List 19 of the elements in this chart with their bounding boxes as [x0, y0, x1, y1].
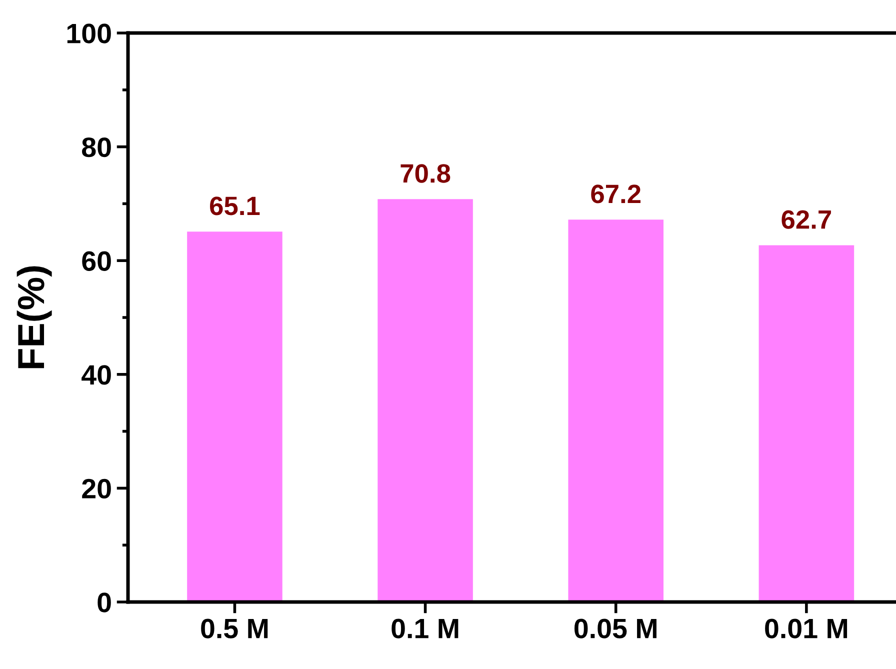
data-label: 67.2	[591, 184, 640, 204]
y-tick-label: 60	[82, 251, 111, 271]
bar	[568, 220, 664, 602]
y-tick-label: 80	[82, 137, 111, 158]
x-tick-label: 0.5 M	[201, 618, 268, 638]
y-tick-label: 100	[67, 24, 111, 44]
y-tick-label: 40	[82, 365, 111, 385]
x-tick-label: 0.1 M	[392, 618, 458, 638]
bar	[758, 245, 854, 602]
y-tick-label: 0	[98, 592, 111, 612]
bar	[378, 199, 473, 602]
data-label: 62.7	[782, 210, 831, 229]
data-label: 65.1	[210, 196, 260, 216]
y-tick-label: 20	[82, 478, 111, 499]
x-tick-label: 0.01 M	[765, 618, 848, 638]
bar	[187, 232, 282, 602]
data-label: 70.8	[400, 164, 450, 183]
x-tick-label: 0.05 M	[574, 618, 656, 638]
y-axis-title: FE(%)	[16, 266, 52, 368]
